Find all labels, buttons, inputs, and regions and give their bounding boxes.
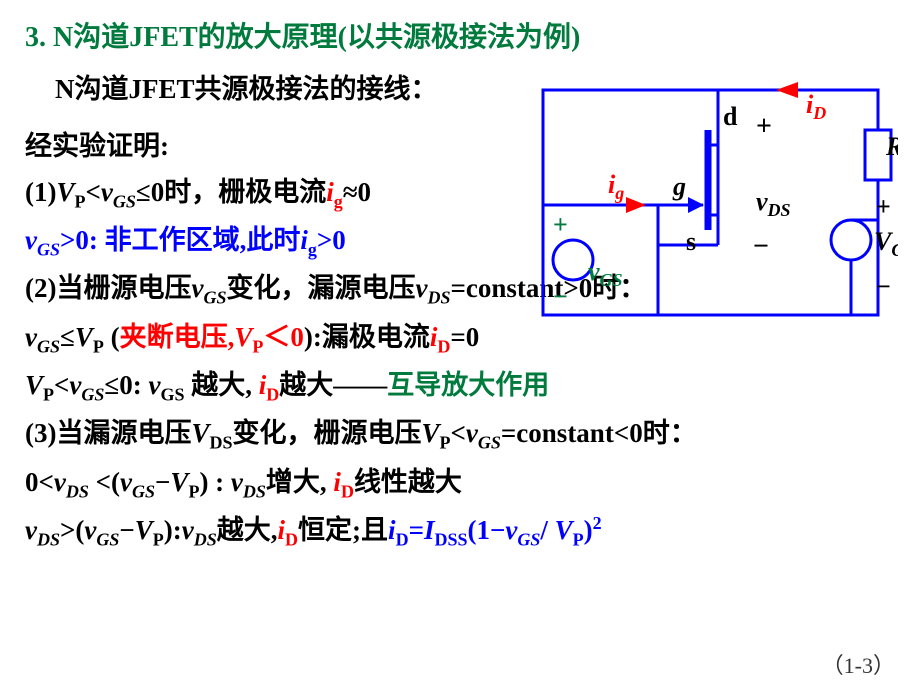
line-7: 0<vDS <(vGS−VP) : vDS增大, iD线性越大 — [25, 462, 895, 506]
label-ig: ig — [608, 170, 624, 203]
label-vDS: vDS — [756, 187, 791, 220]
vgs-minus: − — [553, 282, 568, 311]
label-vGS: vGS — [588, 257, 623, 290]
jfet-circuit-svg: d g s + − + − + − iD ig vGS vDS RD VCC — [528, 75, 898, 330]
label-RD: RD — [885, 132, 898, 165]
section-title: 3. N沟道JFET的放大原理(以共源极接法为例) — [25, 15, 895, 55]
label-iD: iD — [806, 90, 826, 123]
vgs-plus: + — [553, 210, 568, 239]
line-8: vDS>(vGS−VP):vDS越大,iD恒定;且iD=IDSS(1−vGS/ … — [25, 510, 895, 554]
vcc-plus: + — [876, 192, 891, 221]
vds-plus: + — [756, 111, 772, 142]
line-5: VP<vGS≤0: vGS 越大, iD越大——互导放大作用 — [25, 365, 895, 409]
label-d: d — [723, 102, 738, 131]
page-number: （1-3） — [822, 648, 895, 680]
circuit-diagram: d g s + − + − + − iD ig vGS vDS RD VCC — [528, 75, 898, 335]
vds-minus: − — [753, 231, 769, 262]
line-6: (3)当漏源电压VDS变化，栅源电压VP<vGS=constant<0时： — [25, 413, 895, 457]
label-s: s — [686, 227, 696, 256]
label-g: g — [672, 172, 686, 201]
label-VCC: VCC — [874, 227, 898, 260]
vcc-minus: − — [876, 272, 891, 301]
